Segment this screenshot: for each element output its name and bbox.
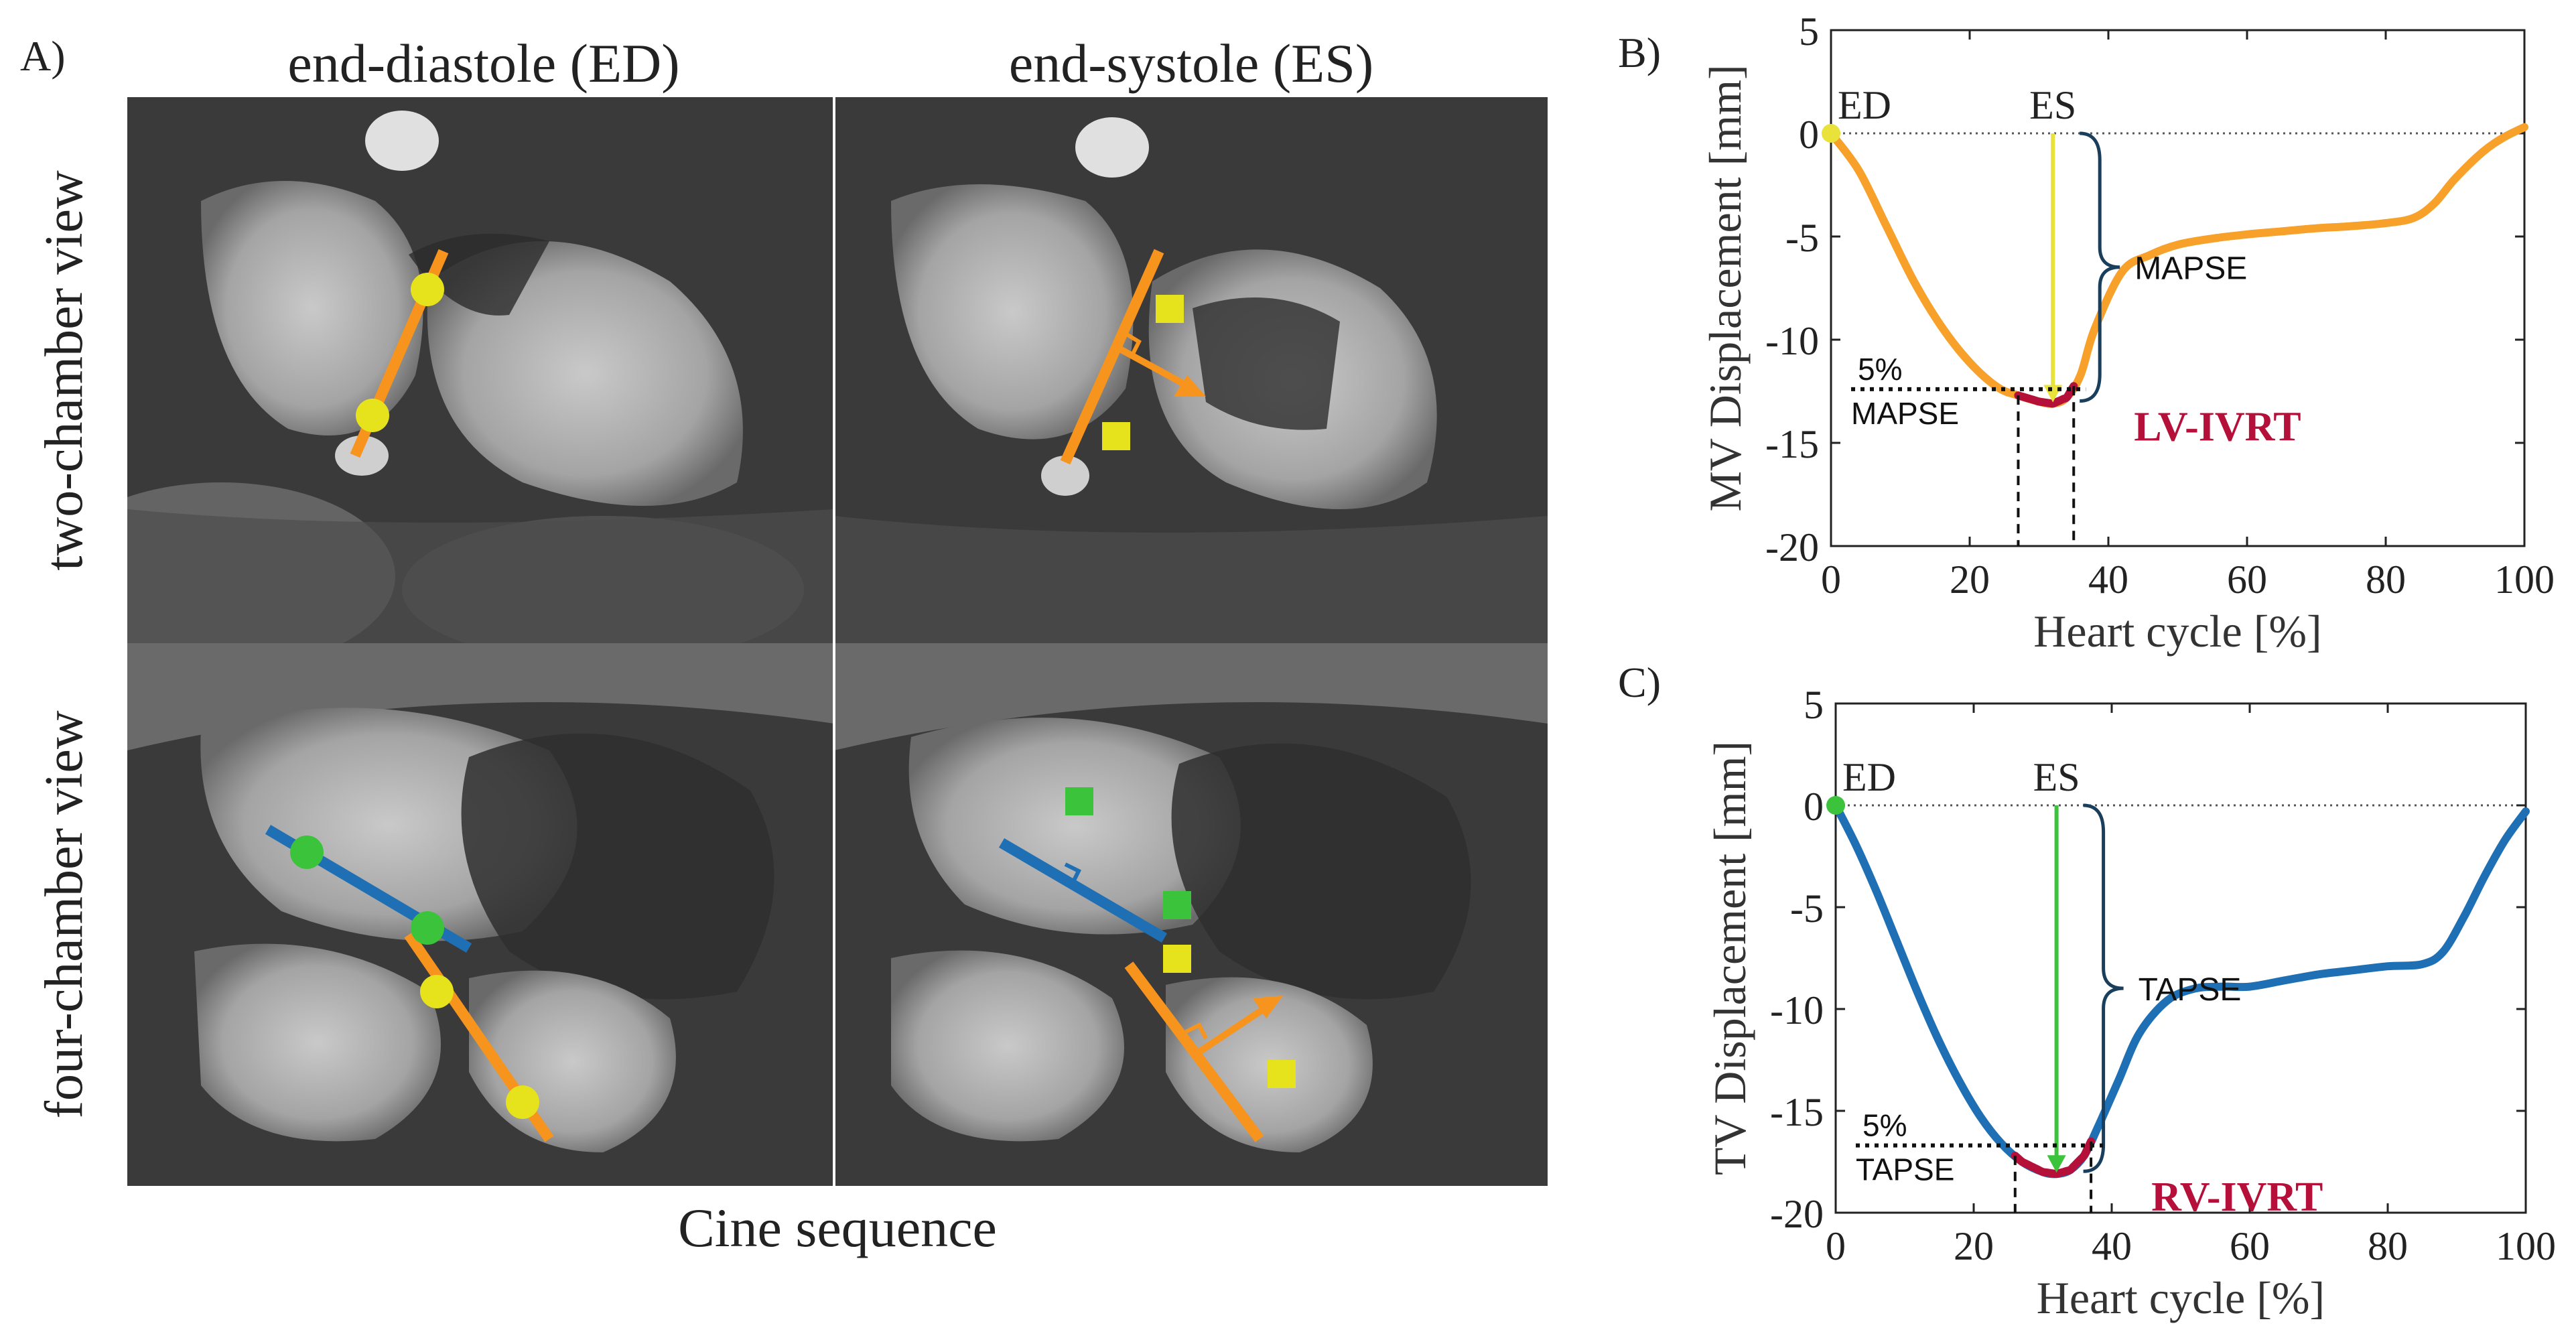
tv-annulus-point-lateral xyxy=(290,835,324,869)
mri-four-chamber-es xyxy=(834,643,1548,1186)
column-header-es: end-systole (ES) xyxy=(1009,33,1373,94)
brace-label: TAPSE xyxy=(2139,972,2242,1008)
row-label-four-chamber: four-chamber view xyxy=(35,710,94,1118)
panel-a: A) end-diastole (ED) end-systole (ES) tw… xyxy=(20,32,1548,1258)
x-tick-label: 40 xyxy=(2088,557,2128,602)
ed-marker xyxy=(1826,796,1845,815)
right-angle-mark-tv xyxy=(1064,862,1082,886)
tv-annulus-point-septal xyxy=(411,911,444,945)
threshold-label-bottom: MAPSE xyxy=(1851,396,1959,431)
ed-label: ED xyxy=(1838,83,1891,127)
right-angle-mark-two-chamber xyxy=(1124,332,1142,356)
mri-two-chamber-es xyxy=(834,97,1548,643)
x-tick-label: 20 xyxy=(1954,1224,1994,1268)
y-tick-label: -5 xyxy=(1790,886,1824,931)
tv-plane-line-es xyxy=(998,838,1168,943)
y-tick-label: -5 xyxy=(1785,216,1819,260)
y-tick-label: -15 xyxy=(1765,422,1819,466)
x-tick-label: 0 xyxy=(1821,557,1841,602)
panel-b-label: B) xyxy=(1618,29,1661,76)
x-tick-label: 80 xyxy=(2368,1224,2408,1268)
y-tick-label: 0 xyxy=(1804,785,1824,829)
plot-frame xyxy=(1834,702,2527,1214)
amplitude-brace xyxy=(2080,131,2120,403)
y-tick-label: 0 xyxy=(1799,113,1819,157)
mv-normal-arrow-four-chamber-es xyxy=(1197,1002,1272,1055)
ivrt-highlight-segment xyxy=(2011,1137,2096,1179)
mv-annulus-point-septal xyxy=(420,975,454,1008)
mv-annulus-point-lateral xyxy=(506,1085,539,1119)
ed-label: ED xyxy=(1842,755,1896,799)
y-tick-label: 5 xyxy=(1804,683,1824,727)
x-tick-label: 100 xyxy=(2496,1224,2556,1268)
mv-plane-line-four-chamber-es xyxy=(1124,961,1264,1142)
y-tick-label: -20 xyxy=(1765,525,1819,569)
threshold-label-top: 5% xyxy=(1858,352,1902,387)
mv-reference-square-lateral xyxy=(1268,1060,1296,1088)
x-axis-label: Heart cycle [%] xyxy=(2033,606,2321,657)
mri-four-chamber-ed xyxy=(127,643,834,1186)
threshold-label-top: 5% xyxy=(1862,1108,1907,1143)
y-axis-label: TV Displacement [mm] xyxy=(1704,741,1755,1175)
mv-reference-square-septal xyxy=(1163,945,1191,973)
x-tick-label: 60 xyxy=(2230,1224,2270,1268)
mv-normal-arrowhead-four-chamber-es xyxy=(1253,996,1283,1018)
y-tick-label: 5 xyxy=(1799,9,1819,54)
row-label-two-chamber: two-chamber view xyxy=(35,170,94,571)
amplitude-brace xyxy=(2083,803,2124,1173)
displacement-curve xyxy=(1832,801,2530,1179)
ivrt-label: RV-IVRT xyxy=(2151,1175,2323,1220)
tv-reference-square-lateral xyxy=(1065,787,1093,815)
ed-marker xyxy=(1822,124,1840,143)
x-tick-label: 60 xyxy=(2227,557,2267,602)
brace-label: MAPSE xyxy=(2134,251,2247,287)
x-tick-label: 80 xyxy=(2366,557,2406,602)
y-tick-label: -20 xyxy=(1770,1192,1824,1236)
panel-c-label: C) xyxy=(1618,659,1661,706)
mv-normal-arrowhead-es xyxy=(1174,375,1206,397)
mv-annulus-point-anterior xyxy=(411,273,444,306)
es-arrowhead xyxy=(2047,1155,2066,1173)
panel-a-label: A) xyxy=(20,32,66,80)
displacement-curve xyxy=(1827,123,2528,408)
y-tick-label: -15 xyxy=(1770,1090,1824,1134)
mv-reference-square-posterior xyxy=(1102,422,1130,450)
mv-annulus-point-posterior xyxy=(356,399,389,432)
cine-sequence-label: Cine sequence xyxy=(678,1197,997,1258)
y-tick-label: -10 xyxy=(1765,319,1819,363)
right-angle-mark-mv xyxy=(1184,1022,1208,1040)
mv-plane-line-es xyxy=(1060,249,1164,465)
x-tick-label: 100 xyxy=(2494,557,2555,602)
es-label: ES xyxy=(2033,755,2080,799)
y-axis-label: MV Displacement [mm] xyxy=(1700,64,1751,511)
threshold-label-bottom: TAPSE xyxy=(1856,1152,1954,1187)
x-tick-label: 40 xyxy=(2092,1224,2132,1268)
x-axis-label: Heart cycle [%] xyxy=(2037,1272,2325,1323)
x-tick-label: 0 xyxy=(1826,1224,1846,1268)
x-tick-label: 20 xyxy=(1950,557,1990,602)
plot-frame xyxy=(1830,29,2526,547)
mri-two-chamber-ed xyxy=(127,97,834,643)
ivrt-highlight-segment xyxy=(2014,382,2078,408)
ivrt-label: LV-IVRT xyxy=(2134,404,2301,450)
y-tick-label: -10 xyxy=(1770,988,1824,1032)
tv-reference-square-septal xyxy=(1163,891,1191,919)
mv-reference-square-anterior xyxy=(1156,295,1184,323)
mv-normal-arrow-es xyxy=(1117,345,1195,392)
es-label: ES xyxy=(2029,83,2076,127)
column-header-ed: end-diastole (ED) xyxy=(287,33,679,94)
